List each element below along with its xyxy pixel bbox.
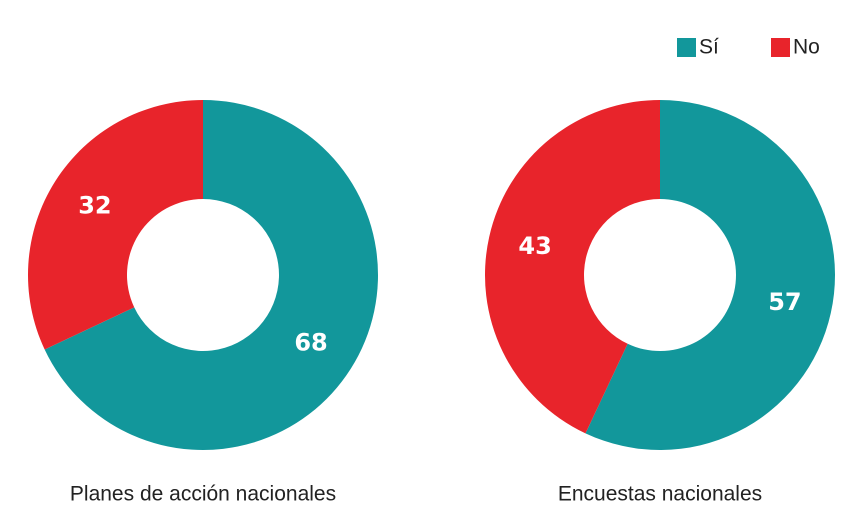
donut-slice	[44, 100, 378, 450]
donut-slice	[27, 100, 203, 350]
data-label: 57	[768, 288, 801, 316]
data-label: 32	[78, 191, 111, 219]
chart-title: Planes de acción nacionales	[70, 483, 336, 506]
chart-title: Encuestas nacionales	[558, 483, 762, 506]
legend-swatch	[677, 38, 696, 57]
legend-label: No	[793, 36, 820, 59]
donut-slice	[585, 100, 835, 450]
data-label: 68	[294, 329, 327, 357]
data-label: 43	[518, 232, 551, 260]
donut-slice	[484, 100, 660, 434]
legend-label: Sí	[699, 36, 719, 59]
legend-swatch	[771, 38, 790, 57]
